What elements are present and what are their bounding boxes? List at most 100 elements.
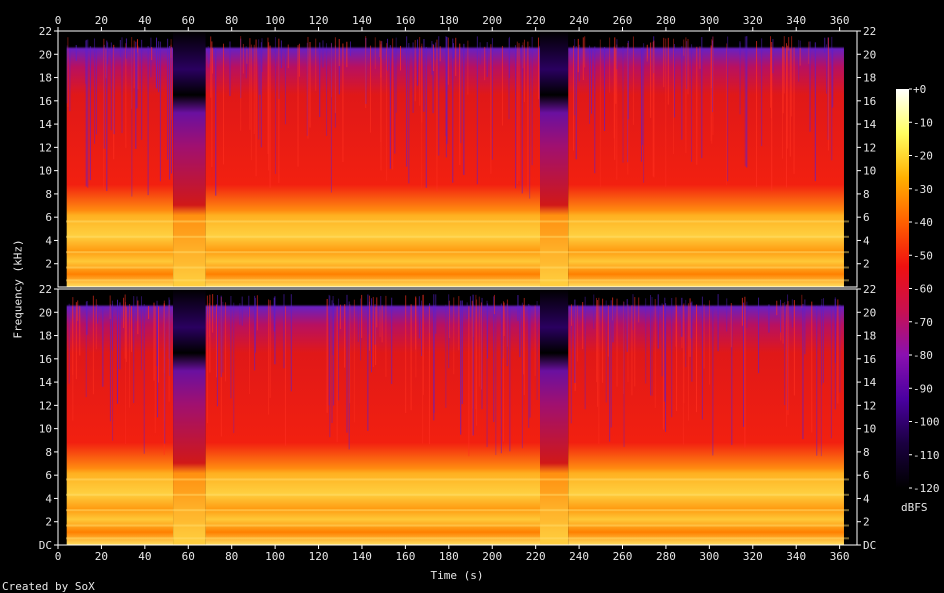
- y-tick-label: 18: [39, 330, 52, 343]
- spectral-streak: [589, 45, 591, 124]
- spectral-streak: [68, 303, 70, 384]
- spectral-streak: [258, 39, 260, 140]
- spectral-streak: [479, 42, 481, 65]
- spectral-streak: [261, 38, 263, 72]
- spectral-streak: [169, 45, 171, 180]
- spectral-streak: [94, 38, 96, 144]
- spectral-streak: [501, 45, 503, 126]
- spectral-streak: [782, 303, 784, 344]
- x-tick-label-bottom: 360: [830, 550, 850, 563]
- segment-loud: [66, 31, 174, 287]
- spectral-streak: [726, 43, 728, 185]
- spectral-streak: [158, 41, 160, 93]
- spectral-streak: [259, 48, 261, 95]
- spectral-streak: [131, 306, 133, 352]
- spectral-streak: [123, 297, 125, 329]
- spectral-streak: [67, 37, 69, 107]
- spectral-streak: [463, 43, 465, 175]
- spectral-streak: [332, 296, 334, 356]
- spectral-streak: [452, 38, 454, 183]
- spectral-streak: [438, 36, 440, 156]
- x-tick-label-top: 40: [138, 14, 151, 27]
- y-tick-label-right: 18: [863, 330, 876, 343]
- x-tick-label-top: 260: [613, 14, 633, 27]
- spectral-streak: [307, 36, 309, 139]
- spectral-streak: [297, 45, 299, 167]
- spectral-streak: [663, 37, 665, 88]
- spectral-streak: [425, 47, 427, 188]
- y-tick-label: 4: [45, 492, 52, 505]
- spectral-streak: [597, 300, 599, 407]
- spectral-streak: [322, 40, 324, 68]
- x-tick-label-bottom: 20: [95, 550, 108, 563]
- x-tick-label-bottom: 260: [613, 550, 633, 563]
- spectral-streak: [249, 38, 251, 130]
- spectrogram-panel-1: [57, 30, 858, 288]
- spectral-streak: [675, 297, 677, 347]
- spectral-streak: [406, 36, 408, 167]
- spectral-streak: [486, 42, 488, 77]
- spectral-streak: [799, 48, 801, 66]
- spectral-streak: [385, 295, 387, 377]
- spectral-streak: [309, 42, 311, 128]
- spectral-streak: [209, 294, 211, 373]
- spectral-streak: [233, 302, 235, 434]
- spectral-streak: [786, 43, 788, 188]
- spectral-streak: [278, 46, 280, 100]
- spectral-streak: [212, 48, 214, 74]
- spectral-streak: [163, 303, 165, 455]
- colorbar-tick-label: -20: [913, 150, 933, 163]
- spectral-streak: [360, 298, 362, 361]
- spectral-streak: [609, 306, 611, 442]
- spectral-streak: [334, 37, 336, 114]
- y-tick-label: 10: [39, 165, 52, 178]
- spectral-streak: [379, 40, 381, 58]
- spectral-streak: [638, 297, 640, 323]
- x-tick-label-bottom: 220: [526, 550, 546, 563]
- spectral-streak: [248, 295, 250, 317]
- spectral-streak: [85, 39, 87, 187]
- spectral-streak: [220, 295, 222, 378]
- spectral-streak: [791, 36, 793, 117]
- y-tick-label-right: 10: [863, 423, 876, 436]
- spectral-streak: [673, 38, 675, 155]
- spectral-streak: [691, 44, 693, 162]
- spectral-streak: [365, 36, 367, 108]
- harmonic-band: [66, 509, 849, 512]
- spectral-streak: [827, 37, 829, 151]
- spectral-streak: [375, 306, 377, 366]
- spectral-streak: [787, 45, 789, 149]
- spectral-streak: [95, 48, 97, 135]
- spectral-streak: [400, 45, 402, 71]
- spectral-streak: [107, 42, 109, 65]
- spectral-streak: [432, 43, 434, 114]
- spectral-streak: [787, 301, 789, 415]
- spectral-streak: [467, 40, 469, 95]
- harmonic-band: [66, 235, 849, 238]
- panel-frame: [57, 30, 858, 288]
- spectral-streak: [665, 38, 667, 187]
- y-tick-label: 2: [45, 516, 52, 529]
- spectral-streak: [342, 43, 344, 163]
- spectral-streak: [683, 303, 685, 404]
- x-tick-label-top: 20: [95, 14, 108, 27]
- spectral-streak: [643, 43, 645, 183]
- y-tick-label: 4: [45, 234, 52, 247]
- spectral-streak: [696, 46, 698, 165]
- spectral-streak: [516, 41, 518, 185]
- spectral-streak: [417, 39, 419, 86]
- spectral-streak: [329, 295, 331, 438]
- spectral-streak: [534, 305, 536, 376]
- spectral-streak: [215, 48, 217, 196]
- spectral-streak: [169, 299, 171, 376]
- x-tick-label-bottom: 180: [439, 550, 459, 563]
- colorbar-gradient: [896, 89, 909, 488]
- y-tick-label: 14: [39, 376, 53, 389]
- y-tick-label: 12: [39, 399, 52, 412]
- y-tick-label-right: 12: [863, 399, 876, 412]
- spectral-streak: [319, 42, 321, 118]
- spectral-streak: [612, 305, 614, 343]
- spectral-streak: [503, 302, 505, 336]
- x-tick-label-bottom: 300: [699, 550, 719, 563]
- spectral-streak: [131, 36, 133, 109]
